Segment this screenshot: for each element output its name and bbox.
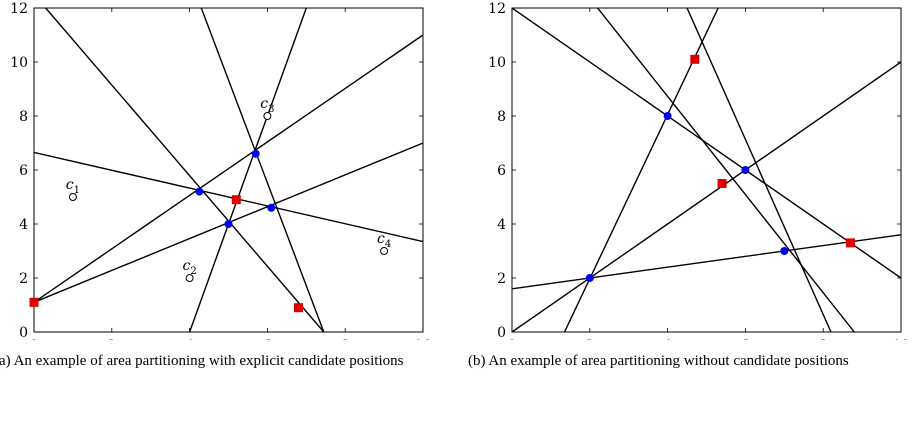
partition-line [512, 61, 901, 332]
blue-point [741, 166, 750, 174]
candidate-label: c1 [66, 177, 80, 196]
candidate-point [263, 112, 272, 120]
x-tick-label: 2 [107, 338, 116, 340]
candidate-point [185, 274, 194, 282]
blue-point [195, 187, 204, 196]
candidate-label: c3 [260, 96, 274, 115]
y-tick-label: 8 [497, 109, 506, 125]
blue-point [251, 149, 260, 158]
partition-line [34, 151, 423, 243]
x-tick-label: 8 [819, 338, 828, 340]
partition-line [512, 8, 901, 279]
red-square [294, 303, 304, 313]
y-tick-label: 0 [19, 325, 28, 340]
y-tick-label: 6 [19, 163, 28, 179]
red-square [845, 238, 855, 248]
partition-line [686, 8, 832, 332]
x-tick-label: 2 [585, 338, 594, 340]
axes-frame [33, 7, 424, 333]
blue-point [267, 203, 276, 212]
y-tick-label: 4 [497, 217, 506, 233]
x-tick-label: 6 [263, 338, 272, 340]
y-tick-label: 12 [488, 1, 506, 17]
blue-point [585, 274, 594, 282]
y-tick-label: 4 [19, 217, 28, 233]
candidate-label: c2 [182, 258, 196, 277]
y-tick-label: 0 [497, 325, 506, 340]
partition-line [188, 8, 307, 332]
candidate-point [380, 247, 389, 255]
y-tick-label: 2 [19, 271, 28, 287]
caption-b: (b) An example of area partitioning with… [468, 353, 849, 369]
figure: 0246810024681012c1c2c3c4 024681002468101… [10, 1, 910, 340]
red-square [717, 179, 727, 188]
red-square [690, 54, 700, 64]
x-tick-label: 0 [30, 338, 39, 340]
candidate-point [68, 193, 77, 201]
y-tick-label: 6 [497, 163, 506, 179]
red-square [29, 297, 39, 307]
candidate-label-sub: 2 [190, 266, 196, 277]
y-tick-label: 8 [19, 109, 28, 125]
candidate-label-sub: 4 [385, 239, 391, 250]
y-tick-label: 10 [10, 55, 28, 71]
partition-lines [512, 8, 901, 332]
candidate-label-sub: 1 [74, 185, 80, 196]
panel-b-plot: 0 2 4 6 8 10 0 2 4 6 8 10 12 [488, 1, 910, 340]
partition-line [45, 8, 325, 332]
x-tick-label: 10 [892, 338, 910, 340]
candidate-label-sub: 3 [268, 104, 274, 115]
partition-line [597, 8, 855, 332]
y-tick-label: 10 [488, 55, 506, 71]
x-tick-label: 10 [414, 338, 432, 340]
caption-a: (a) An example of area partitioning with… [0, 353, 404, 369]
y-tick-label: 2 [497, 271, 506, 287]
y-tick-label: 12 [10, 1, 28, 17]
axes-frame [511, 7, 902, 333]
blue-point [780, 247, 789, 255]
x-tick-label: 8 [341, 338, 350, 340]
partition-line [200, 8, 325, 332]
red-square [231, 195, 241, 205]
x-tick-label: 4 [185, 338, 194, 340]
blue-point [224, 220, 233, 228]
x-tick-label: 0 [508, 338, 517, 340]
x-tick-label: 4 [663, 338, 672, 340]
blue-point [663, 112, 672, 120]
partition-line [34, 34, 423, 303]
x-tick-label: 6 [741, 338, 750, 340]
partition-lines [34, 8, 423, 332]
partition-line [512, 234, 901, 290]
panel-a-plot: 0246810024681012c1c2c3c4 [10, 1, 432, 340]
